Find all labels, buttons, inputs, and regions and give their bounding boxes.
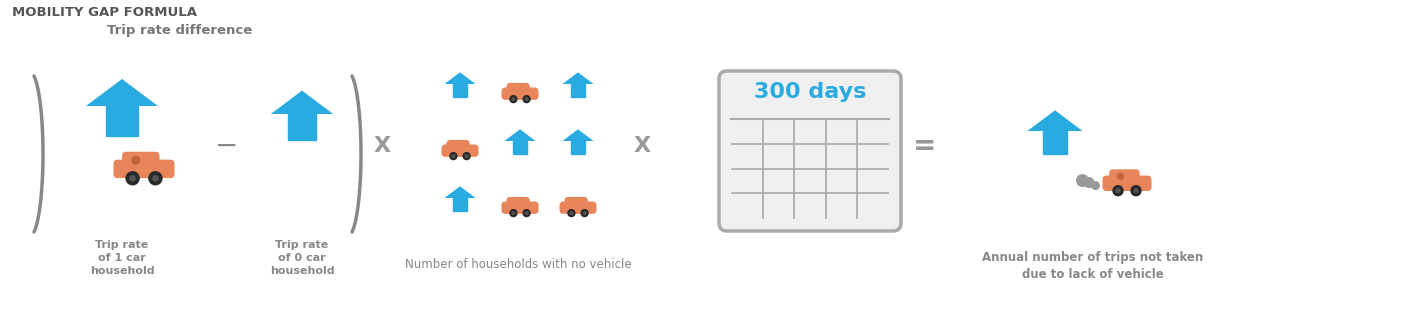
- Text: Trip rate difference: Trip rate difference: [107, 24, 253, 37]
- Polygon shape: [562, 72, 593, 84]
- Circle shape: [1134, 188, 1138, 193]
- Text: 300 days: 300 days: [754, 82, 866, 102]
- FancyBboxPatch shape: [113, 160, 175, 178]
- FancyBboxPatch shape: [446, 140, 470, 152]
- Circle shape: [511, 97, 515, 101]
- FancyBboxPatch shape: [1103, 176, 1152, 191]
- Polygon shape: [445, 72, 476, 84]
- Bar: [106, 106, 137, 136]
- Text: Trip rate
of 0 car
household: Trip rate of 0 car household: [270, 240, 335, 276]
- Circle shape: [1117, 173, 1124, 180]
- Circle shape: [152, 175, 158, 181]
- Circle shape: [148, 171, 162, 185]
- Circle shape: [568, 209, 576, 217]
- Text: X: X: [634, 136, 651, 156]
- Polygon shape: [445, 186, 476, 198]
- FancyBboxPatch shape: [121, 152, 160, 170]
- Circle shape: [525, 211, 528, 215]
- Circle shape: [449, 152, 457, 160]
- FancyBboxPatch shape: [559, 202, 596, 214]
- Circle shape: [522, 209, 531, 217]
- Bar: [1043, 131, 1067, 154]
- Circle shape: [510, 95, 518, 103]
- Circle shape: [1130, 185, 1142, 196]
- Bar: [453, 198, 467, 211]
- Circle shape: [126, 171, 140, 185]
- Circle shape: [510, 209, 518, 217]
- Circle shape: [131, 156, 140, 165]
- Bar: [572, 141, 585, 154]
- Bar: [572, 84, 585, 97]
- Polygon shape: [562, 129, 593, 141]
- Circle shape: [583, 211, 586, 215]
- Circle shape: [525, 97, 528, 101]
- Circle shape: [1091, 181, 1100, 190]
- Polygon shape: [271, 91, 333, 114]
- Circle shape: [465, 154, 469, 158]
- Bar: [513, 141, 527, 154]
- Text: Trip rate
of 1 car
household: Trip rate of 1 car household: [90, 240, 154, 276]
- Text: X: X: [373, 136, 391, 156]
- FancyBboxPatch shape: [501, 202, 538, 214]
- Circle shape: [1076, 174, 1089, 187]
- Bar: [288, 114, 315, 140]
- Text: −: −: [216, 132, 239, 160]
- Text: =: =: [914, 132, 936, 160]
- FancyBboxPatch shape: [1110, 169, 1139, 185]
- Circle shape: [580, 209, 589, 217]
- Polygon shape: [504, 129, 535, 141]
- Circle shape: [522, 95, 531, 103]
- Text: Number of households with no vehicle: Number of households with no vehicle: [405, 258, 631, 271]
- Circle shape: [511, 211, 515, 215]
- Polygon shape: [86, 79, 158, 106]
- Circle shape: [1083, 177, 1094, 188]
- FancyBboxPatch shape: [507, 83, 530, 95]
- Circle shape: [1113, 185, 1124, 196]
- Polygon shape: [1028, 110, 1083, 131]
- Circle shape: [569, 211, 573, 215]
- Text: Annual number of trips not taken
due to lack of vehicle: Annual number of trips not taken due to …: [983, 251, 1203, 281]
- FancyBboxPatch shape: [719, 71, 901, 231]
- Circle shape: [462, 152, 470, 160]
- Circle shape: [452, 154, 455, 158]
- Circle shape: [130, 175, 136, 181]
- Circle shape: [1115, 188, 1121, 193]
- Bar: [453, 84, 467, 97]
- FancyBboxPatch shape: [507, 197, 530, 209]
- FancyBboxPatch shape: [565, 197, 587, 209]
- FancyBboxPatch shape: [501, 88, 538, 100]
- FancyBboxPatch shape: [442, 144, 479, 157]
- Text: MOBILITY GAP FORMULA: MOBILITY GAP FORMULA: [11, 6, 198, 19]
